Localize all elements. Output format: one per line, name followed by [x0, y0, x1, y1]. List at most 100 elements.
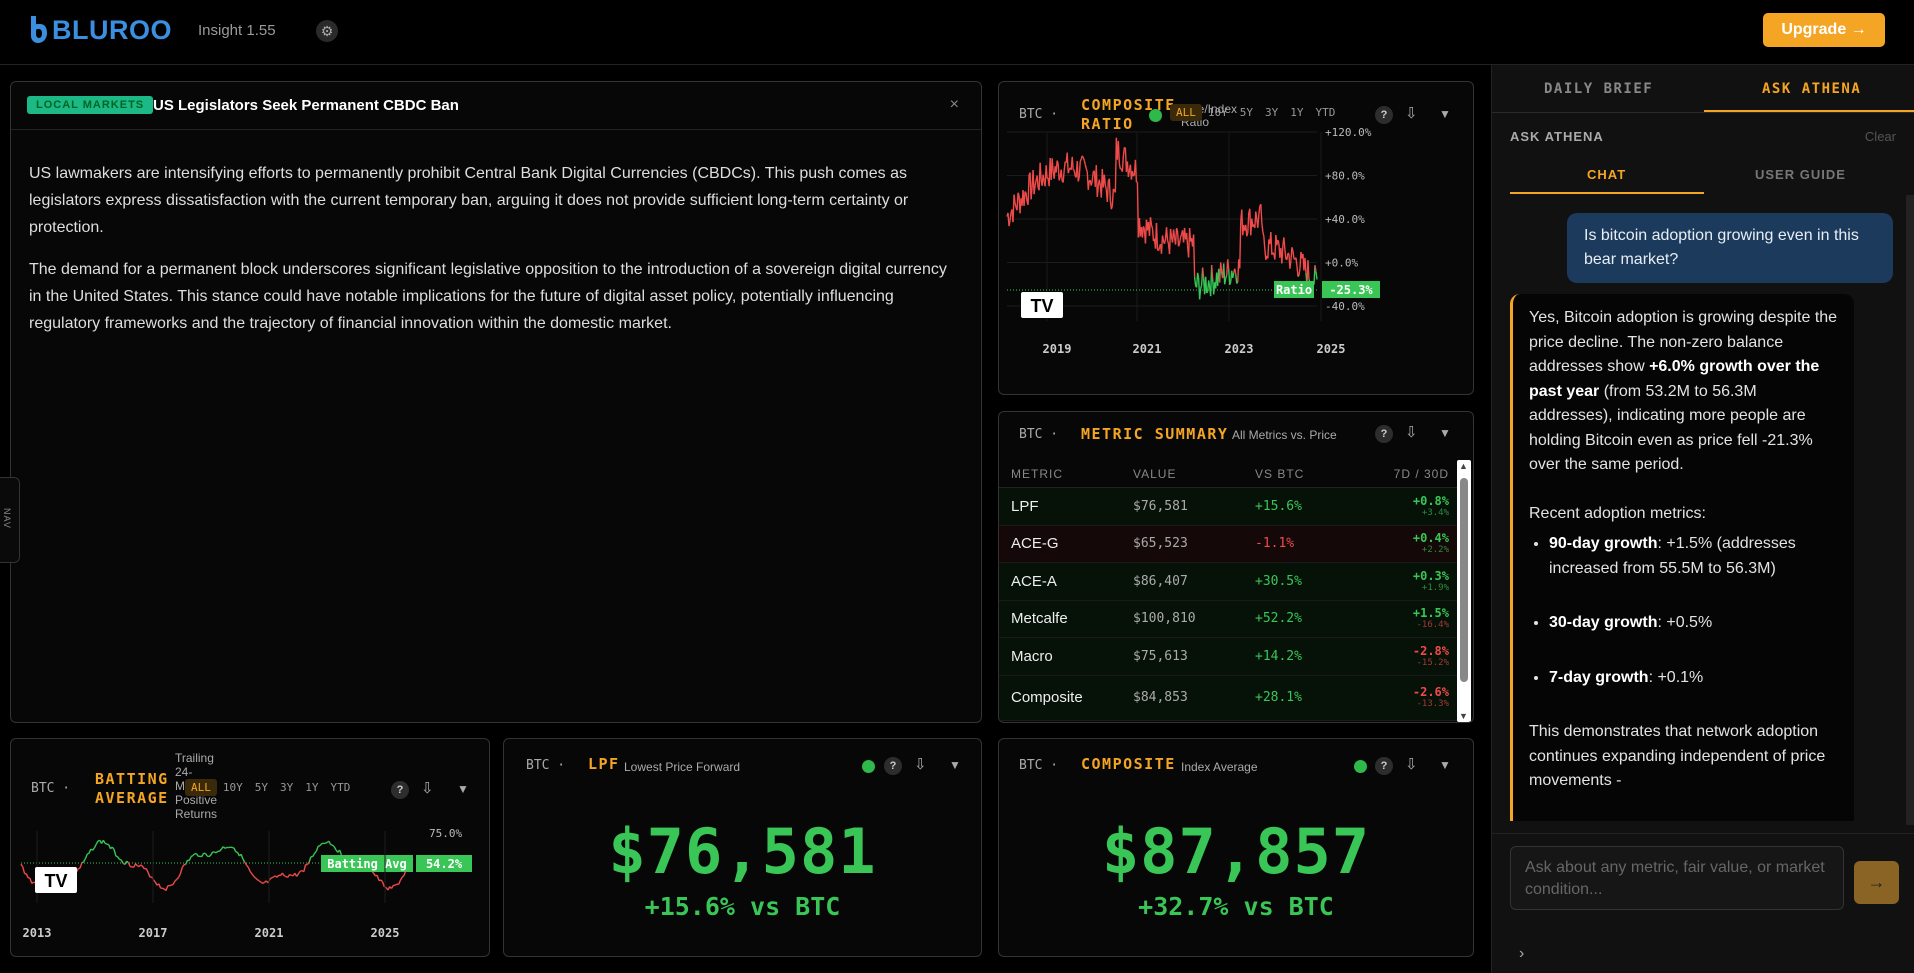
help-icon[interactable]: ?	[1375, 425, 1393, 443]
chevron-down-icon[interactable]: ▼	[1439, 107, 1451, 121]
live-indicator-icon	[1354, 760, 1367, 773]
ratio-line-segment	[1062, 170, 1065, 183]
timeframe-selector: ALL 10Y 5Y 3Y 1Y YTD	[185, 779, 356, 796]
send-button[interactable]: →	[1854, 861, 1899, 904]
timeframe-5y[interactable]: 5Y	[254, 781, 268, 794]
batting-line-segment	[285, 876, 288, 879]
ratio-line-segment	[1292, 250, 1295, 259]
timeframe-all[interactable]: ALL	[185, 779, 217, 796]
close-icon[interactable]: ×	[949, 96, 959, 113]
table-row[interactable]: ACE-A $86,407 +30.5% +0.3% +1.9%	[999, 563, 1457, 601]
download-icon[interactable]: ⇩	[1405, 756, 1418, 773]
chevron-down-icon[interactable]: ▼	[949, 758, 961, 772]
timeframe-3y[interactable]: 3Y	[1265, 106, 1279, 119]
batting-line-segment	[185, 859, 189, 865]
table-row[interactable]: Macro $75,613 +14.2% -2.8% -15.2%	[999, 638, 1457, 676]
widget-title-line2: RATIO	[1081, 115, 1134, 133]
upgrade-button[interactable]: Upgrade →	[1763, 13, 1885, 47]
batting-line-segment	[235, 851, 238, 854]
timeframe-ytd[interactable]: YTD	[1315, 106, 1336, 119]
download-icon[interactable]: ⇩	[1405, 424, 1418, 441]
ratio-line-segment	[1060, 169, 1063, 182]
live-indicator-icon	[1149, 109, 1162, 122]
ratio-line-segment	[1085, 168, 1088, 173]
ratio-line-segment	[1188, 228, 1192, 242]
download-icon[interactable]: ⇩	[914, 756, 927, 773]
timeframe-10y[interactable]: 10Y	[1207, 106, 1228, 119]
batting-line-segment	[127, 862, 131, 867]
ai-text: (from 53.2M to 56.3M addresses), indicat…	[1529, 382, 1813, 474]
col-7d-30d[interactable]: 7D / 30D	[1393, 467, 1449, 481]
table-row[interactable]: ACE-G $65,523 -1.1% +0.4% +2.2%	[999, 525, 1457, 563]
timeframe-ytd[interactable]: YTD	[330, 781, 351, 794]
col-value[interactable]: VALUE	[1133, 467, 1177, 481]
top-bar: BLUROO Insight 1.55 ⚙ Upgrade →	[0, 0, 1914, 65]
batting-line-segment	[31, 881, 34, 885]
chevron-down-icon[interactable]: ▼	[457, 782, 469, 796]
ratio-line-segment	[1056, 160, 1059, 164]
expand-chevron-icon[interactable]: ›	[1519, 945, 1525, 962]
col-metric[interactable]: METRIC	[1011, 467, 1063, 481]
chat-scrollbar[interactable]	[1906, 195, 1914, 825]
gear-icon[interactable]: ⚙	[316, 20, 338, 42]
ratio-line-segment	[1073, 170, 1076, 177]
ratio-line-segment	[1272, 252, 1275, 255]
subtitle-line: 24-	[175, 765, 193, 779]
help-icon[interactable]: ?	[391, 781, 409, 799]
composite-ratio-chart[interactable]: +120.0% +80.0% +40.0% +0.0% -40.0% 2019 2021 20…	[999, 122, 1474, 395]
ratio-line-segment	[1079, 158, 1082, 162]
table-row[interactable]: Metcalfe $100,810 +52.2% +1.5% -16.4%	[999, 600, 1457, 638]
col-vs-btc[interactable]: VS BTC	[1255, 467, 1305, 481]
chevron-down-icon[interactable]: ▼	[1439, 758, 1451, 772]
download-icon[interactable]: ⇩	[1405, 105, 1418, 122]
help-icon[interactable]: ?	[1375, 106, 1393, 124]
help-icon[interactable]: ?	[1375, 757, 1393, 775]
ratio-line-segment	[1117, 141, 1121, 164]
ratio-line-segment	[1291, 247, 1294, 251]
download-icon[interactable]: ⇩	[421, 780, 434, 797]
timeframe-5y[interactable]: 5Y	[1239, 106, 1253, 119]
scroll-up-icon[interactable]: ▲	[1459, 461, 1468, 471]
section-label: ASK ATHENA	[1510, 129, 1604, 144]
table-row[interactable]: Composite $84,853 +28.1% -2.6% -13.3%	[999, 675, 1457, 721]
subtab-chat[interactable]: CHAT	[1587, 167, 1627, 182]
help-icon[interactable]: ?	[884, 757, 902, 775]
scroll-down-icon[interactable]: ▼	[1459, 711, 1468, 721]
ratio-line-segment	[1163, 238, 1167, 244]
ratio-line-segment	[1027, 174, 1030, 205]
chevron-down-icon[interactable]: ▼	[1439, 426, 1451, 440]
timeframe-1y[interactable]: 1Y	[1290, 106, 1304, 119]
batting-line-segment	[373, 872, 376, 877]
chat-input[interactable]: Ask about any metric, fair value, or mar…	[1510, 846, 1844, 910]
ai-paragraph: Yes, Bitcoin adoption is growing despite…	[1529, 306, 1838, 478]
change-7d: +0.3%	[1412, 568, 1449, 583]
x-tick-label: 2019	[1043, 342, 1072, 356]
ratio-line-segment	[1149, 217, 1153, 226]
table-row[interactable]: LPF $76,581 +15.6% +0.8% +3.4%	[999, 488, 1457, 526]
batting-line-segment	[289, 874, 292, 876]
timeframe-1y[interactable]: 1Y	[305, 781, 319, 794]
batting-line-segment	[195, 853, 199, 857]
ai-bold-text: 90-day growth	[1549, 535, 1658, 552]
table-scrollbar[interactable]: ▲ ▼	[1457, 460, 1471, 722]
logo-text: BLUROO	[52, 14, 172, 45]
batting-line-segment	[210, 851, 214, 856]
subtab-user-guide[interactable]: USER GUIDE	[1755, 167, 1846, 182]
nav-toggle[interactable]: NAV	[0, 477, 20, 563]
ratio-line-segment	[1204, 276, 1208, 294]
clear-button[interactable]: Clear	[1864, 129, 1896, 144]
logo[interactable]: BLUROO	[28, 14, 172, 46]
ratio-line-segment	[1283, 237, 1286, 250]
ratio-line-segment	[1118, 163, 1122, 170]
timeframe-3y[interactable]: 3Y	[280, 781, 294, 794]
scroll-thumb[interactable]	[1460, 478, 1468, 682]
ratio-line-segment	[1063, 161, 1066, 171]
timeframe-10y[interactable]: 10Y	[222, 781, 243, 794]
widget-title-line1: BATTING	[95, 770, 169, 788]
timeframe-all[interactable]: ALL	[1170, 104, 1202, 121]
batting-line-segment	[246, 864, 249, 868]
batting-line-segment	[274, 875, 278, 878]
tab-ask-athena[interactable]: ASK ATHENA	[1762, 81, 1862, 97]
batting-average-chart[interactable]: 75.0% Batting Avg 54.2% 2013 2017 2021 2025 TV	[11, 829, 490, 957]
tab-daily-brief[interactable]: DAILY BRIEF	[1544, 81, 1654, 97]
